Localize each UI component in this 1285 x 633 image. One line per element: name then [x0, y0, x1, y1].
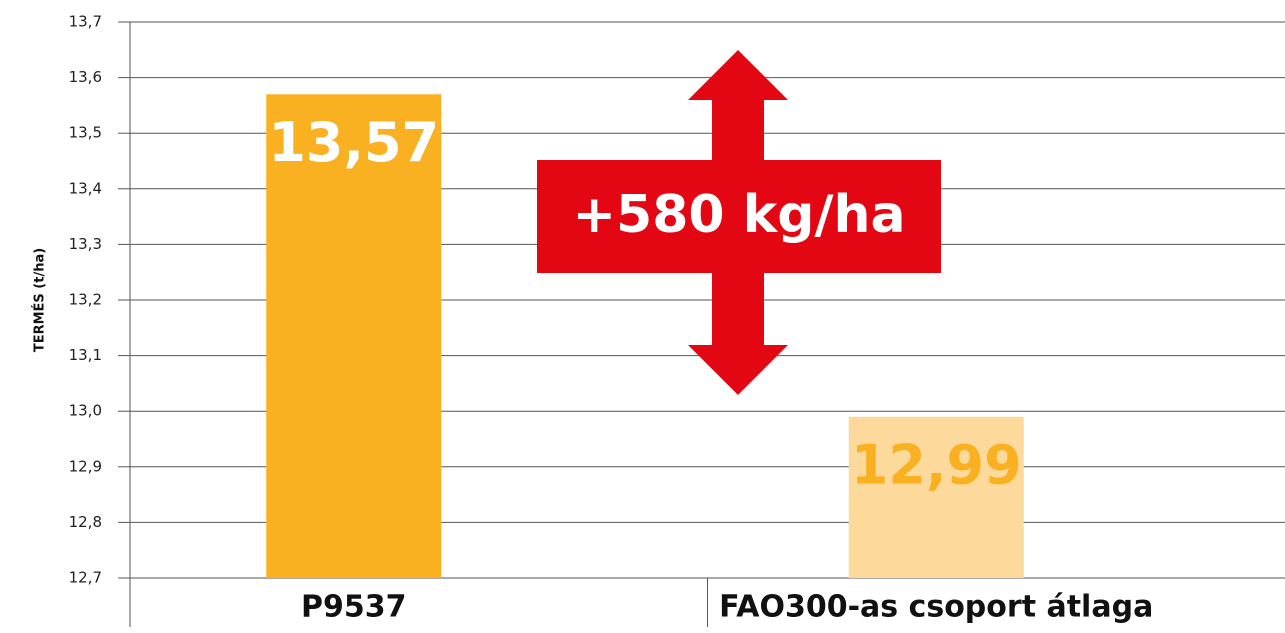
y-tick-label: 12,9 — [69, 457, 102, 475]
y-tick-label: 13,5 — [69, 124, 102, 142]
annotation-box — [537, 160, 941, 273]
bar — [848, 416, 1024, 578]
y-tick-label: 12,7 — [69, 569, 102, 587]
y-tick-label: 13,7 — [69, 13, 102, 31]
y-tick-label: 13,4 — [69, 179, 102, 197]
y-tick-label: 13,0 — [69, 402, 102, 420]
annotation-text: +580 kg/ha — [572, 185, 905, 245]
y-tick-label: 13,6 — [69, 68, 102, 86]
y-tick-label: 13,2 — [69, 291, 102, 309]
y-tick-label: 13,3 — [69, 235, 102, 253]
x-tick-label: P9537 — [301, 590, 406, 625]
y-tick-label: 13,1 — [69, 346, 102, 364]
bar — [266, 94, 442, 578]
annotation: +580 kg/ha — [537, 50, 941, 395]
value-label: 12,99 — [851, 433, 1022, 496]
value-label: 13,57 — [268, 111, 439, 174]
y-tick-label: 12,8 — [69, 513, 102, 531]
y-axis-label: TERMÉS (t/ha) — [32, 248, 48, 352]
x-tick-label: FAO300-as csoport átlaga — [719, 590, 1153, 625]
